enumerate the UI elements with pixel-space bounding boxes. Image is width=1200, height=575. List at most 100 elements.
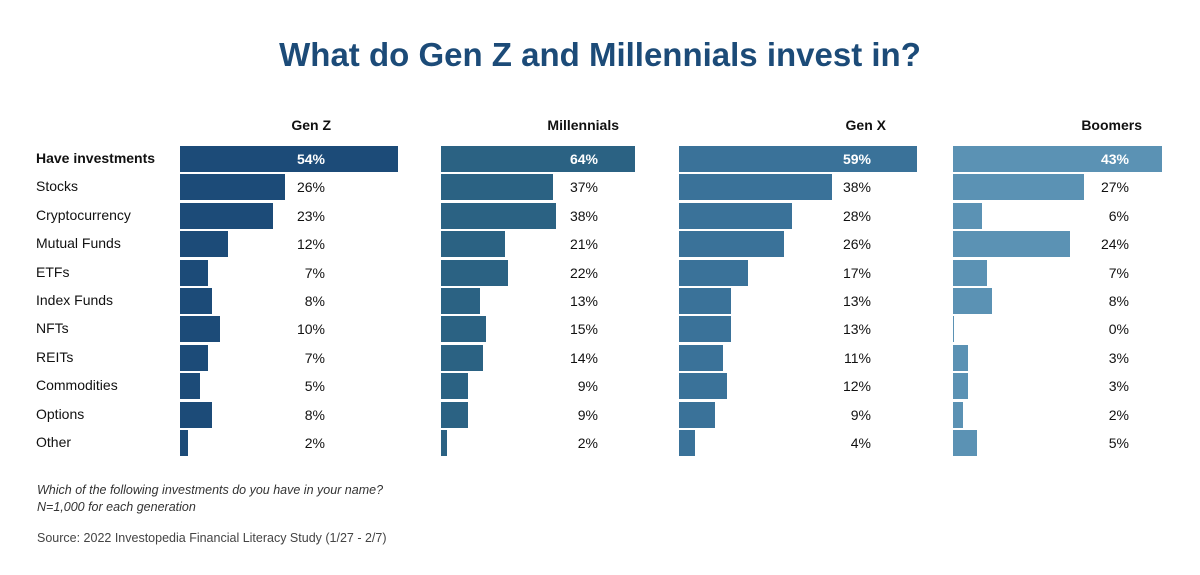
bar <box>441 288 481 314</box>
question-note: Which of the following investments do yo… <box>37 483 384 497</box>
bar <box>953 316 954 343</box>
bar <box>180 401 213 428</box>
category-label: Cryptocurrency <box>36 206 131 223</box>
data-label: 12% <box>842 378 871 395</box>
data-label: 7% <box>304 349 325 366</box>
data-label: 15% <box>569 321 598 338</box>
series-header: Gen X <box>845 117 886 133</box>
data-label: 13% <box>842 293 871 309</box>
bar <box>441 202 557 229</box>
data-label: 7% <box>1108 264 1129 281</box>
data-label: 8% <box>304 293 325 309</box>
data-label: 23% <box>296 207 325 224</box>
data-label: 12% <box>296 236 325 253</box>
category-label: NFTs <box>36 320 69 337</box>
data-label: 14% <box>569 349 598 366</box>
bar <box>679 288 732 314</box>
bar <box>679 430 696 456</box>
bar <box>679 174 833 201</box>
bar <box>679 231 784 258</box>
bar <box>441 430 448 456</box>
data-label: 5% <box>1108 435 1129 451</box>
source-note: Source: 2022 Investopedia Financial Lite… <box>37 531 387 545</box>
chart-title: What do Gen Z and Millennials invest in? <box>279 36 921 73</box>
category-label: Other <box>36 434 72 450</box>
data-label: 8% <box>1108 293 1129 309</box>
category-label: Commodities <box>36 377 118 394</box>
bar <box>953 202 983 229</box>
bar <box>679 259 748 286</box>
series-header: Boomers <box>1081 117 1142 133</box>
data-label: 54% <box>296 151 325 167</box>
bar <box>679 316 732 343</box>
data-label: 9% <box>577 406 598 423</box>
data-label: 13% <box>842 321 871 338</box>
data-label: 7% <box>304 264 325 281</box>
bar <box>953 146 1162 172</box>
data-label: 38% <box>569 207 598 224</box>
bar <box>180 231 229 258</box>
bar <box>953 231 1070 258</box>
bar <box>953 430 978 456</box>
data-label: 8% <box>304 406 325 423</box>
bar <box>180 373 201 400</box>
data-label: 28% <box>842 207 871 224</box>
data-label: 21% <box>569 236 598 253</box>
bar <box>441 344 484 371</box>
bar <box>953 373 968 400</box>
bar <box>953 259 988 286</box>
bar <box>953 174 1085 201</box>
data-label: 26% <box>296 179 325 196</box>
category-label: ETFs <box>36 263 70 280</box>
data-label: 9% <box>850 406 871 423</box>
bar <box>441 316 487 343</box>
data-label: 24% <box>1100 236 1129 253</box>
bar <box>180 430 189 456</box>
bar <box>180 202 273 229</box>
data-label: 5% <box>304 378 325 395</box>
bar <box>679 202 792 229</box>
category-label: Stocks <box>36 178 79 195</box>
data-label: 43% <box>1100 151 1129 167</box>
data-label: 0% <box>1108 321 1129 338</box>
category-label: Mutual Funds <box>36 235 121 252</box>
bar <box>679 373 728 400</box>
data-label: 64% <box>569 151 598 167</box>
bar <box>180 288 213 314</box>
series-header: Millennials <box>547 117 619 133</box>
data-label: 6% <box>1108 207 1129 224</box>
bar <box>953 344 968 371</box>
sample-note: N=1,000 for each generation <box>37 500 196 514</box>
bar <box>441 231 505 258</box>
bar <box>679 344 724 371</box>
data-label: 22% <box>569 264 598 281</box>
bar <box>441 146 635 172</box>
data-label: 2% <box>577 435 598 451</box>
data-label: 59% <box>842 151 871 167</box>
data-label: 11% <box>844 349 871 366</box>
bar <box>953 288 992 314</box>
bar <box>180 146 399 172</box>
category-label: Index Funds <box>36 292 114 308</box>
data-label: 37% <box>569 179 598 196</box>
category-label: Have investments <box>36 150 156 166</box>
bar <box>441 174 554 201</box>
bar <box>180 174 286 201</box>
data-label: 38% <box>842 179 871 196</box>
bar <box>679 401 716 428</box>
series-header: Gen Z <box>291 117 331 133</box>
bar <box>953 401 963 428</box>
bar <box>180 259 209 286</box>
data-label: 3% <box>1108 349 1129 366</box>
data-label: 2% <box>1108 406 1129 423</box>
bar <box>180 344 209 371</box>
data-label: 17% <box>842 264 871 281</box>
bar <box>441 373 469 400</box>
category-label: Options <box>36 405 85 422</box>
category-label: REITs <box>36 348 74 365</box>
data-label: 9% <box>577 378 598 395</box>
data-label: 27% <box>1100 179 1129 196</box>
bar <box>180 316 221 343</box>
data-label: 4% <box>850 435 871 451</box>
